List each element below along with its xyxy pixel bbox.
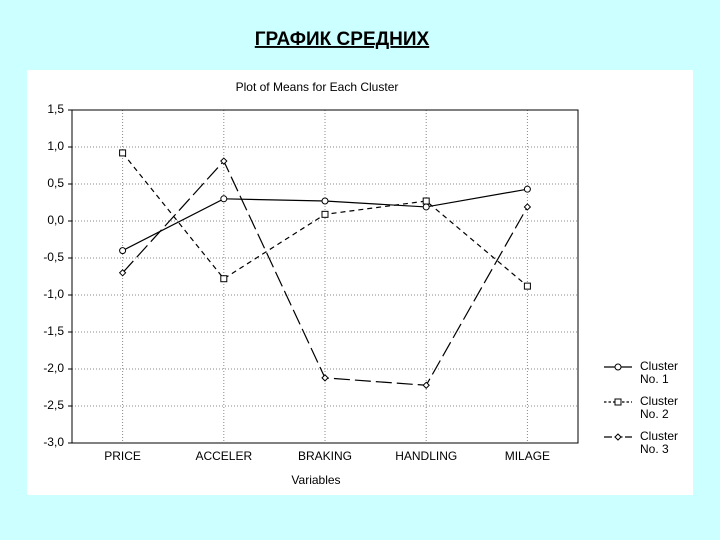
marker bbox=[523, 185, 531, 193]
marker bbox=[321, 197, 329, 205]
plot-frame bbox=[71, 109, 579, 444]
marker bbox=[119, 149, 127, 157]
y-tick-label: -1,5 bbox=[43, 324, 64, 338]
marker bbox=[523, 282, 531, 290]
y-tick-label: 1,0 bbox=[47, 139, 64, 153]
y-tick-label: -1,0 bbox=[43, 287, 64, 301]
marker bbox=[119, 247, 127, 255]
legend-label: Cluster No. 1 bbox=[640, 359, 679, 386]
legend-label: Cluster No. 2 bbox=[640, 394, 679, 421]
marker bbox=[614, 398, 622, 406]
marker bbox=[614, 363, 622, 371]
chart-title: Plot of Means for Each Cluster bbox=[236, 80, 399, 94]
x-tick-label: ACCELER bbox=[195, 449, 252, 463]
marker bbox=[422, 203, 430, 211]
slide-title: ГРАФИК СРЕДНИХ bbox=[255, 29, 430, 50]
y-tick-label: -0,5 bbox=[43, 250, 64, 264]
x-axis-label: Variables bbox=[291, 473, 340, 487]
chart-panel bbox=[27, 70, 693, 495]
y-tick-label: -2,5 bbox=[43, 398, 64, 412]
marker bbox=[614, 433, 622, 441]
marker bbox=[422, 381, 430, 389]
marker bbox=[220, 275, 228, 283]
marker bbox=[118, 269, 127, 277]
y-tick-label: -2,0 bbox=[43, 361, 64, 375]
x-tick-label: MILAGE bbox=[505, 449, 550, 463]
marker bbox=[321, 374, 329, 382]
marker bbox=[220, 195, 228, 203]
y-tick-label: -3,0 bbox=[43, 435, 64, 449]
x-tick-label: HANDLING bbox=[395, 449, 457, 463]
x-tick-label: BRAKING bbox=[298, 449, 352, 463]
y-tick-label: 1,5 bbox=[47, 102, 64, 116]
legend-label: Cluster No. 3 bbox=[640, 429, 679, 456]
marker bbox=[321, 210, 329, 218]
y-tick-label: 0,0 bbox=[47, 213, 64, 227]
marker bbox=[523, 203, 532, 211]
marker bbox=[422, 197, 430, 205]
marker bbox=[220, 157, 228, 165]
y-tick-label: 0,5 bbox=[47, 176, 64, 190]
x-tick-label: PRICE bbox=[104, 449, 141, 463]
